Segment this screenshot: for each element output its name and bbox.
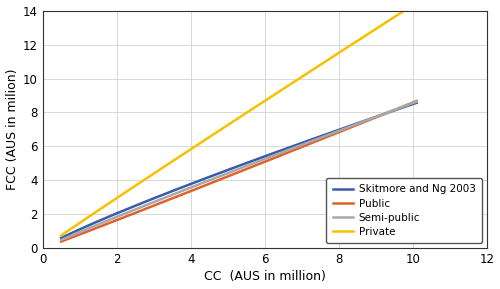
Skitmore and Ng 2003 bbox=[270, 152, 276, 155]
Public bbox=[270, 157, 276, 160]
Public bbox=[414, 99, 420, 103]
Public bbox=[358, 122, 364, 125]
Private bbox=[270, 94, 276, 97]
Line: Semi-public: Semi-public bbox=[61, 102, 416, 240]
Private bbox=[380, 22, 386, 26]
Line: Public: Public bbox=[61, 101, 416, 242]
Skitmore and Ng 2003 bbox=[58, 236, 64, 240]
Private bbox=[268, 95, 274, 98]
Skitmore and Ng 2003 bbox=[414, 101, 420, 105]
Semi-public bbox=[268, 155, 274, 158]
Private bbox=[358, 37, 364, 40]
Public bbox=[380, 113, 386, 116]
Semi-public bbox=[58, 238, 64, 242]
Skitmore and Ng 2003 bbox=[60, 236, 66, 239]
Private bbox=[414, 1, 420, 4]
Skitmore and Ng 2003 bbox=[358, 121, 364, 124]
Line: Private: Private bbox=[61, 3, 416, 236]
Private bbox=[58, 234, 64, 237]
Public bbox=[268, 157, 274, 161]
Public bbox=[60, 239, 66, 243]
Semi-public bbox=[270, 154, 276, 158]
Skitmore and Ng 2003 bbox=[268, 152, 274, 155]
Y-axis label: FCC (AUS in milion): FCC (AUS in milion) bbox=[6, 69, 18, 190]
Semi-public bbox=[60, 238, 66, 241]
Private bbox=[60, 233, 66, 236]
Legend: Skitmore and Ng 2003, Public, Semi-public, Private: Skitmore and Ng 2003, Public, Semi-publi… bbox=[326, 178, 482, 243]
Private bbox=[276, 90, 281, 94]
Line: Skitmore and Ng 2003: Skitmore and Ng 2003 bbox=[61, 103, 416, 238]
Semi-public bbox=[276, 152, 281, 155]
X-axis label: CC  (AUS in million): CC (AUS in million) bbox=[204, 271, 326, 284]
Public bbox=[58, 240, 64, 243]
Skitmore and Ng 2003 bbox=[276, 149, 281, 153]
Skitmore and Ng 2003 bbox=[380, 112, 386, 116]
Semi-public bbox=[414, 100, 420, 103]
Public bbox=[276, 155, 281, 158]
Semi-public bbox=[358, 121, 364, 124]
Semi-public bbox=[380, 112, 386, 116]
